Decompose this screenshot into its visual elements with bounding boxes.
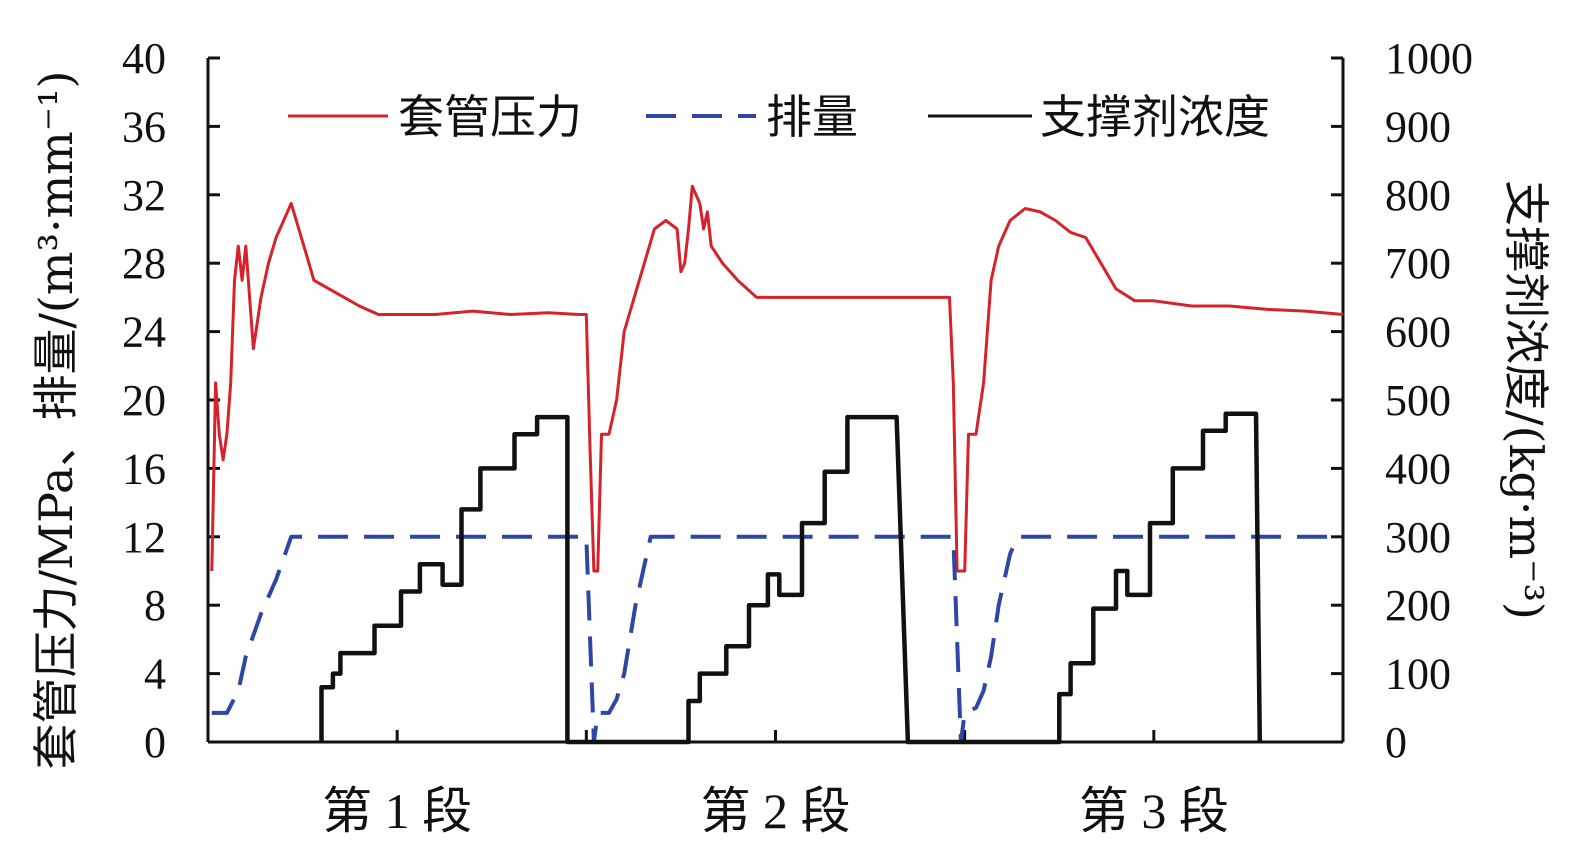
y-left-tick-label: 16: [122, 444, 166, 493]
y-left-tick-label: 20: [122, 376, 166, 425]
axes: [206, 58, 1345, 744]
y-left-tick-label: 24: [122, 308, 166, 357]
y-right-tick-label: 600: [1385, 308, 1451, 357]
y-right-tick-label: 100: [1385, 650, 1451, 699]
y-left-tick-label: 0: [144, 718, 166, 767]
y-right-tick-label: 500: [1385, 376, 1451, 425]
right-ticks: 0 100 200 300 400 500 600 700 800 900 1000: [1331, 34, 1473, 767]
y-left-tick-label: 12: [122, 513, 166, 562]
y-left-axis-label: 套管压力/MPa、排量/(m³·mm⁻¹): [29, 71, 83, 770]
series-line-proppant-concentration: [319, 411, 1263, 745]
series-line-casing-pressure: [210, 184, 1344, 573]
y-left-tick-label: 40: [122, 34, 166, 83]
y-left-tick-label: 8: [144, 581, 166, 630]
segment-label: 第 3 段: [1079, 783, 1229, 839]
left-ticks: 0 4 8 12 16 20 24 28 32 36 40: [122, 34, 220, 767]
series-line-displacement: [211, 534, 1343, 744]
legend: 套管压力 排量 支撑剂浓度: [288, 90, 1270, 144]
y-right-tick-label: 1000: [1385, 34, 1473, 83]
segment-label: 第 2 段: [701, 783, 851, 839]
y-right-tick-label: 900: [1385, 102, 1451, 151]
legend-label-displacement: 排量: [766, 90, 858, 144]
y-right-tick-label: 300: [1385, 513, 1451, 562]
y-left-tick-label: 4: [144, 650, 166, 699]
y-right-tick-label: 200: [1385, 581, 1451, 630]
y-left-tick-label: 36: [122, 102, 166, 151]
segment-labels: 第 1 段 第 2 段 第 3 段: [322, 783, 1229, 839]
y-right-tick-label: 0: [1385, 718, 1407, 767]
y-left-tick-label: 32: [122, 171, 166, 220]
series-layer: [210, 184, 1344, 745]
y-right-axis-label: 支撑剂浓度/(kg·m⁻³): [1499, 180, 1553, 620]
segment-label: 第 1 段: [322, 783, 472, 839]
y-right-tick-label: 800: [1385, 171, 1451, 220]
y-right-tick-label: 400: [1385, 444, 1451, 493]
legend-label-proppant-concentration: 支撑剂浓度: [1040, 90, 1270, 144]
y-right-tick-label: 700: [1385, 239, 1451, 288]
legend-label-casing-pressure: 套管压力: [398, 90, 582, 144]
y-left-tick-label: 28: [122, 239, 166, 288]
